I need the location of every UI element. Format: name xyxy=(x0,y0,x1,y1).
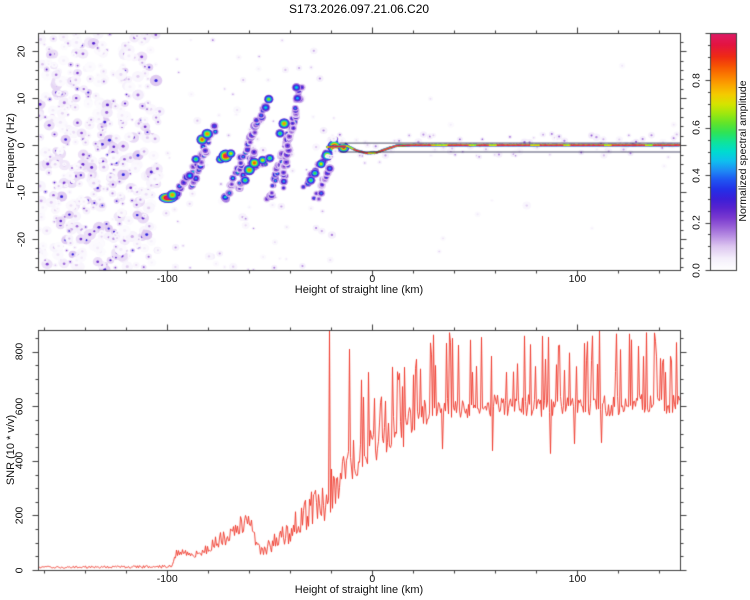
tick-label: 100 xyxy=(568,273,587,285)
top-xaxis-label: Height of straight line (km) xyxy=(294,284,424,296)
tick-label: 0.0 xyxy=(690,262,703,278)
tick-label: -10 xyxy=(15,184,28,200)
tick-label: 0 xyxy=(15,142,28,149)
tick-label: 0 xyxy=(369,573,376,585)
colorbar-label: Normalized spectral amplitude xyxy=(737,80,749,222)
tick-label: -100 xyxy=(156,273,178,285)
tick-label: 600 xyxy=(13,397,26,416)
tick-label: 0 xyxy=(13,567,26,573)
tick-label: -20 xyxy=(15,231,28,247)
tick-label: 0.4 xyxy=(690,167,703,183)
tick-label: 400 xyxy=(13,452,26,470)
bottom-xaxis-label: Height of straight line (km) xyxy=(294,584,424,596)
tick-label: 0.2 xyxy=(690,215,703,230)
tick-label: 800 xyxy=(13,343,26,361)
tick-label: 0.8 xyxy=(690,73,703,88)
page-title: S173.2026.097.21.06.C20 xyxy=(288,2,430,16)
tick-label: 200 xyxy=(13,506,26,525)
tick-label: 100 xyxy=(568,573,587,585)
tick-label: 20 xyxy=(15,45,28,58)
tick-label: 10 xyxy=(15,92,28,105)
tick-label: 0 xyxy=(369,273,376,285)
tick-label: 0.6 xyxy=(690,120,703,136)
tick-label: -100 xyxy=(156,573,178,585)
